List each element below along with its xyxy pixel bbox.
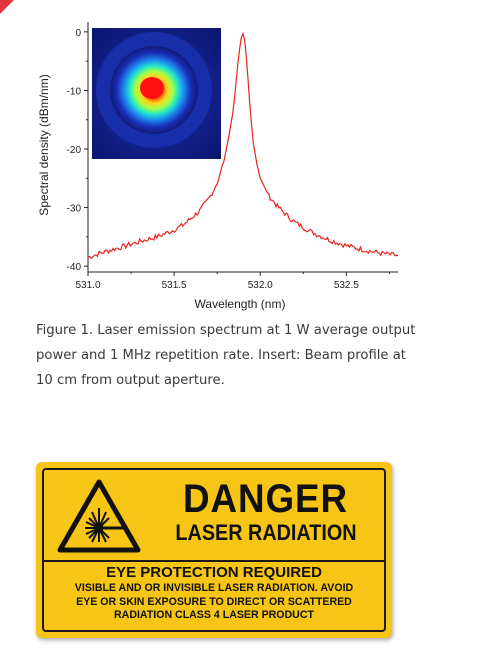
- laser-warning-triangle-icon: [57, 479, 141, 553]
- sign-body-line: EYE OR SKIN EXPOSURE TO DIRECT OR SCATTE…: [76, 595, 352, 608]
- y-tick-label: -10: [67, 86, 82, 97]
- x-tick-label: 531.0: [75, 280, 100, 291]
- y-tick-label: 0: [75, 28, 81, 39]
- y-tick-label: -30: [67, 204, 82, 215]
- spectrum-line: [87, 31, 399, 260]
- sign-danger-heading: DANGER: [183, 477, 348, 521]
- spectrum-chart: 0 -10 -20 -30 -40 531.0 531.5 532.0 532.5 Wavele…: [37, 22, 399, 311]
- sign-eye-protection: EYE PROTECTION REQUIRED: [106, 564, 322, 581]
- x-tick-label: 532.0: [248, 280, 273, 291]
- sign-body-line: VISIBLE AND OR INVISIBLE LASER RADIATION…: [74, 582, 354, 594]
- sign-border: [42, 468, 386, 632]
- sign-body-line: RADIATION CLASS 4 LASER PRODUCT: [114, 609, 314, 621]
- sign-laser-radiation: LASER RADIATION: [175, 520, 357, 545]
- x-axis-label: Wavelength (nm): [195, 297, 286, 311]
- laser-danger-sign: DANGER LASER RADIATION EYE PROTECTION RE…: [36, 462, 392, 638]
- figure-caption: Figure 1. Laser emission spectrum at 1 W…: [36, 323, 416, 388]
- y-tick-label: -20: [67, 145, 82, 156]
- x-tick-label: 532.5: [334, 280, 359, 291]
- y-axis-label: Spectral density (dBm/nm): [37, 74, 51, 215]
- y-tick-label: -40: [67, 262, 82, 273]
- x-tick-label: 531.5: [162, 280, 187, 291]
- sign-body-text: VISIBLE AND OR INVISIBLE LASER RADIATION…: [42, 582, 386, 623]
- sign-divider: [42, 560, 386, 562]
- beam-profile-inset: [92, 28, 221, 159]
- corner-accent: [0, 0, 14, 14]
